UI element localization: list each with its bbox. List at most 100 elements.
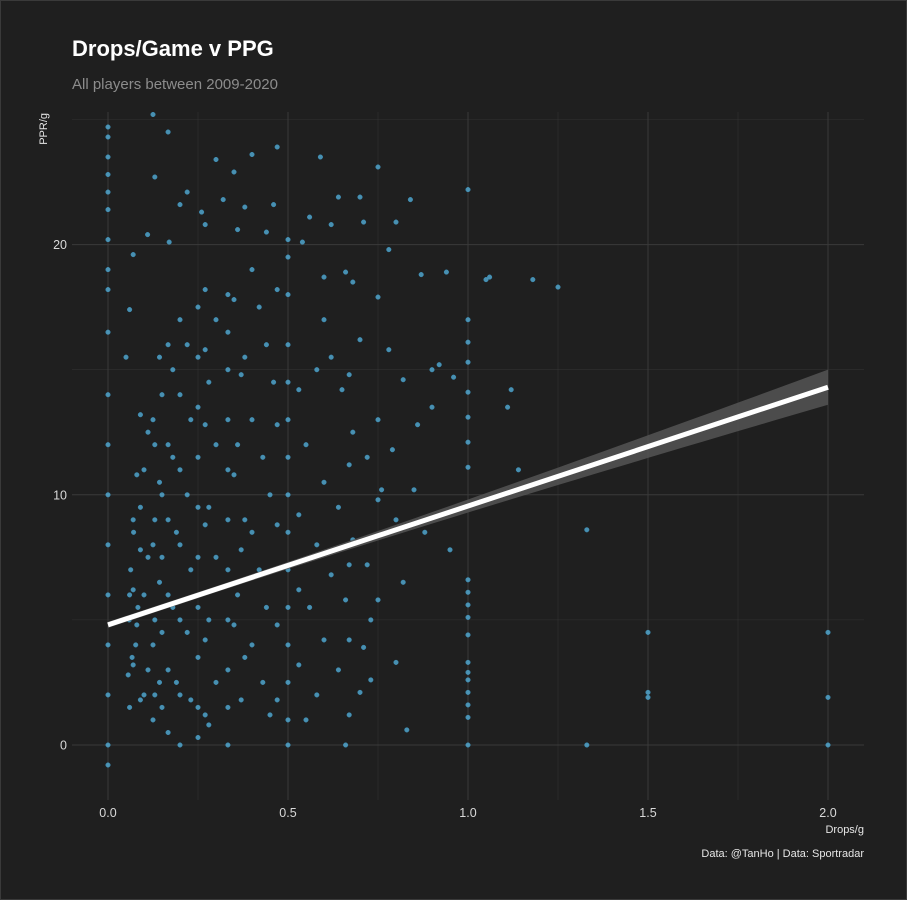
- scatter-point: [465, 339, 471, 345]
- scatter-point: [436, 362, 442, 368]
- scatter-point: [184, 492, 190, 498]
- scatter-point: [105, 134, 111, 140]
- scatter-point: [285, 604, 291, 610]
- scatter-point: [321, 274, 327, 280]
- scatter-point: [152, 692, 158, 698]
- scatter-point: [274, 697, 280, 703]
- scatter-point: [238, 372, 244, 378]
- scatter-point: [407, 197, 413, 203]
- scatter-point: [285, 642, 291, 648]
- scatter-point: [346, 462, 352, 468]
- scatter-point: [515, 467, 521, 473]
- scatter-point: [393, 219, 399, 225]
- scatter-point: [220, 197, 226, 203]
- scatter-point: [105, 642, 111, 648]
- scatter-point: [225, 517, 231, 523]
- scatter-point: [177, 392, 183, 398]
- scatter-point: [141, 592, 147, 598]
- scatter-point: [274, 622, 280, 628]
- scatter-point: [105, 442, 111, 448]
- scatter-point: [285, 742, 291, 748]
- scatter-point: [145, 667, 151, 673]
- scatter-point: [317, 154, 323, 160]
- scatter-point: [242, 204, 248, 210]
- scatter-point: [321, 479, 327, 485]
- scatter-point: [285, 379, 291, 385]
- scatter-point: [285, 492, 291, 498]
- x-tick-label: 0.5: [279, 806, 296, 820]
- scatter-point: [335, 667, 341, 673]
- scatter-point: [177, 202, 183, 208]
- scatter-point: [213, 679, 219, 685]
- scatter-point: [274, 144, 280, 150]
- scatter-point: [263, 229, 269, 235]
- scatter-point: [465, 187, 471, 193]
- scatter-point: [105, 329, 111, 335]
- scatter-point: [530, 277, 536, 283]
- scatter-point: [105, 171, 111, 178]
- scatter-point: [123, 354, 129, 360]
- scatter-point: [299, 239, 305, 245]
- scatter-point: [165, 517, 171, 523]
- x-axis-label: Drops/g: [825, 824, 864, 836]
- scatter-point: [285, 529, 291, 535]
- scatter-point: [465, 317, 471, 323]
- scatter-point: [206, 617, 212, 623]
- x-tick-label: 1.5: [639, 806, 656, 820]
- scatter-point: [235, 592, 241, 598]
- scatter-point: [314, 542, 320, 548]
- scatter-point: [225, 417, 231, 423]
- scatter-point: [195, 504, 201, 510]
- scatter-point: [487, 274, 493, 280]
- scatter-point: [156, 479, 163, 485]
- scatter-point: [364, 454, 370, 460]
- scatter-point: [130, 662, 136, 668]
- scatter-point: [404, 727, 410, 733]
- scatter-point: [165, 667, 171, 673]
- trend-line-group: [107, 369, 829, 628]
- scatter-point: [141, 692, 147, 698]
- scatter-point: [134, 472, 140, 478]
- scatter-point: [195, 734, 201, 741]
- scatter-point: [249, 642, 255, 648]
- scatter-point: [321, 317, 327, 323]
- scatter-point: [375, 164, 381, 170]
- trend-line: [107, 384, 829, 628]
- scatter-point: [105, 237, 111, 243]
- scatter-point: [328, 222, 334, 228]
- data-points: [105, 111, 831, 768]
- scatter-point: [195, 404, 201, 410]
- scatter-point: [195, 604, 201, 610]
- scatter-point: [346, 562, 352, 568]
- scatter-point: [375, 497, 381, 503]
- scatter-point: [296, 662, 302, 668]
- scatter-point: [303, 717, 309, 723]
- scatter-point: [339, 387, 345, 393]
- scatter-point: [361, 219, 367, 225]
- scatter-point: [584, 527, 590, 533]
- scatter-point: [152, 617, 158, 623]
- scatter-point: [184, 342, 190, 348]
- scatter-point: [213, 554, 219, 560]
- scatter-point: [249, 151, 255, 158]
- scatter-point: [231, 622, 237, 628]
- scatter-point: [150, 542, 156, 548]
- scatter-point: [256, 304, 262, 310]
- scatter-point: [375, 417, 381, 423]
- scatter-point: [177, 467, 183, 473]
- scatter-point: [350, 279, 356, 285]
- scatter-point: [152, 517, 158, 523]
- scatter-point: [645, 689, 651, 695]
- scatter-point: [145, 554, 151, 560]
- scatter-point: [105, 267, 111, 273]
- scatter-point: [465, 414, 471, 420]
- scatter-point: [465, 702, 471, 708]
- scatter-point: [145, 429, 151, 435]
- scatter-point: [296, 387, 302, 393]
- scatter-point: [314, 367, 320, 373]
- scatter-point: [357, 689, 363, 695]
- scatter-point: [379, 487, 385, 493]
- scatter-point: [133, 642, 139, 648]
- scatter-point: [415, 422, 421, 428]
- chart-subtitle: All players between 2009-2020: [72, 76, 278, 93]
